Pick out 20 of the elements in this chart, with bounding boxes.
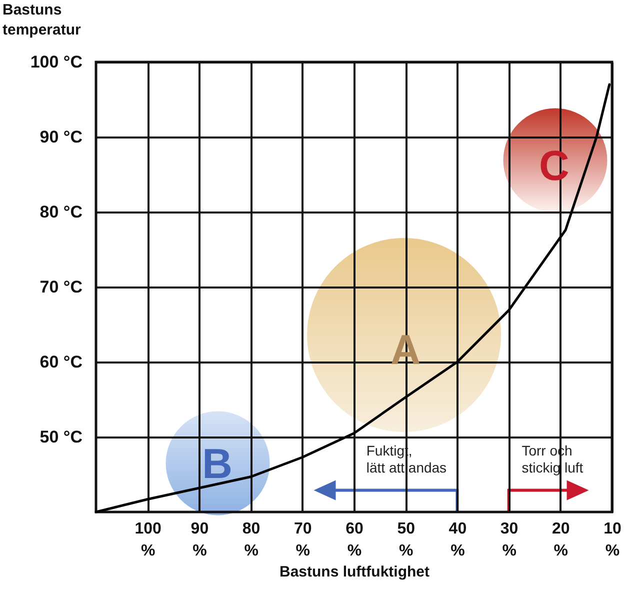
x-tick-label: 90 % — [190, 520, 209, 560]
y-tick-label: 80 °C — [40, 202, 82, 222]
x-tick-label: 40 % — [448, 520, 467, 560]
y-tick-label: 60 °C — [40, 352, 82, 372]
x-axis-title: Bastuns luftfuktighet — [280, 564, 430, 580]
x-tick-label: 10 % — [604, 520, 622, 560]
x-tick-label: 70 % — [294, 520, 312, 560]
line-series — [94, 83, 611, 514]
x-tick-label: 20 % — [552, 520, 570, 560]
x-tick-label: 80 % — [242, 520, 260, 560]
x-tick-label: 60 % — [346, 520, 364, 560]
x-tick-label: 30 % — [500, 520, 518, 560]
y-tick-label: 100 °C — [30, 52, 82, 72]
y-tick-label: 90 °C — [40, 128, 82, 146]
annotation: B — [202, 440, 232, 487]
y-axis-title: Bastuns temperatur — [2, 2, 82, 38]
x-tick-label: 100 % — [134, 520, 162, 560]
y-tick-label: 50 °C — [40, 428, 82, 446]
x-tick-label: 50 % — [397, 520, 416, 560]
y-tick-label: 70 °C — [40, 278, 82, 296]
